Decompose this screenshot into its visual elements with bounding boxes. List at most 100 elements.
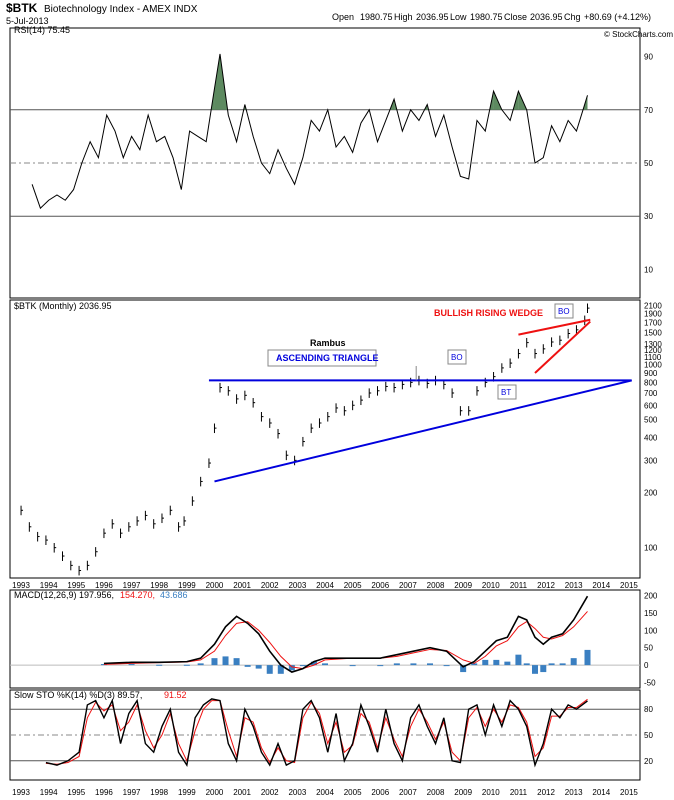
bo2-label: BO xyxy=(558,307,570,316)
macd-histogram-bar xyxy=(482,659,489,666)
year-tick-2000: 2000 xyxy=(206,581,224,590)
open-label: Open xyxy=(332,12,354,22)
bo2-box xyxy=(554,303,574,319)
wedge-lower-line xyxy=(534,320,591,374)
year-tick-bottom-2013: 2013 xyxy=(565,788,583,797)
year-tick-bottom-2001: 2001 xyxy=(233,788,251,797)
macd-histogram-bar xyxy=(255,665,262,669)
triangle-support-line xyxy=(214,379,632,483)
close-label: Close xyxy=(504,12,527,22)
rsi-tick-50: 50 xyxy=(644,159,653,168)
sto-signal-legend: 91.52 xyxy=(164,690,187,700)
year-tick-bottom-2014: 2014 xyxy=(592,788,610,797)
macd-histogram-bar xyxy=(393,663,400,666)
year-tick-bottom-1994: 1994 xyxy=(40,788,58,797)
macd-histogram-bar xyxy=(349,665,356,667)
macd-tick-100: 100 xyxy=(644,626,658,635)
price-tick-2100: 2100 xyxy=(644,302,662,311)
price-tick-600: 600 xyxy=(644,401,658,410)
price-tick-400: 400 xyxy=(644,433,658,442)
high-value: 2036.95 xyxy=(416,12,449,22)
wedge-upper-line xyxy=(518,318,591,336)
sto-tick-80: 80 xyxy=(644,705,653,714)
rsi-tick-10: 10 xyxy=(644,265,653,274)
year-tick-bottom-2007: 2007 xyxy=(399,788,417,797)
macd-histogram-bar xyxy=(197,663,204,666)
price-tick-100: 100 xyxy=(644,544,658,553)
macd-histogram-bar xyxy=(540,665,547,673)
macd-histogram-bar xyxy=(322,663,328,666)
macd-histogram-bar xyxy=(288,665,295,671)
year-tick-bottom-2003: 2003 xyxy=(288,788,306,797)
header-name: Biotechnology Index - AMEX INDX xyxy=(44,4,198,15)
year-tick-bottom-2002: 2002 xyxy=(261,788,279,797)
rsi-tick-90: 90 xyxy=(644,53,653,62)
rsi-legend: RSI(14) 75.45 xyxy=(14,25,70,35)
year-tick-1993: 1993 xyxy=(12,581,30,590)
open-value: 1980.75 xyxy=(360,12,393,22)
price-tick-1500: 1500 xyxy=(644,328,662,337)
ascending-triangle-box xyxy=(267,349,377,367)
macd-histogram-bar xyxy=(515,654,522,666)
macd-histogram-bar xyxy=(377,665,384,667)
year-tick-2004: 2004 xyxy=(316,581,334,590)
macd-histogram-bar xyxy=(244,665,251,667)
rsi-tick-30: 30 xyxy=(644,212,653,221)
year-tick-bottom-1993: 1993 xyxy=(12,788,30,797)
price-tick-200: 200 xyxy=(644,489,658,498)
macd-tick-150: 150 xyxy=(644,609,658,618)
year-tick-bottom-2015: 2015 xyxy=(620,788,638,797)
year-tick-bottom-1995: 1995 xyxy=(67,788,85,797)
year-tick-2011: 2011 xyxy=(510,581,528,590)
price-tick-500: 500 xyxy=(644,416,658,425)
macd-tick--50: -50 xyxy=(644,679,656,688)
macd-histogram-bar xyxy=(410,663,417,666)
price-tick-700: 700 xyxy=(644,389,658,398)
macd-histogram-bar xyxy=(299,665,306,667)
year-tick-1994: 1994 xyxy=(40,581,58,590)
macd-histogram-bar xyxy=(548,663,555,666)
header-date: 5-Jul-2013 xyxy=(6,16,49,26)
price-tick-300: 300 xyxy=(644,456,658,465)
macd-histogram-bar xyxy=(493,659,500,666)
low-value: 1980.75 xyxy=(470,12,503,22)
year-tick-2005: 2005 xyxy=(344,581,362,590)
year-tick-bottom-2008: 2008 xyxy=(427,788,445,797)
year-tick-2010: 2010 xyxy=(482,581,500,590)
year-tick-1996: 1996 xyxy=(95,581,113,590)
macd-histogram-bar xyxy=(128,664,135,666)
header-ohlc: Open 1980.75 High 2036.95 Low 1980.75 Cl… xyxy=(332,12,651,22)
year-tick-2015: 2015 xyxy=(620,581,638,590)
price-tick-900: 900 xyxy=(644,369,658,378)
bo1-label: BO xyxy=(451,353,463,362)
sto-k-line xyxy=(45,698,588,768)
low-label: Low xyxy=(450,12,467,22)
macd-histogram-bar xyxy=(471,663,478,666)
header-symbol: $BTK xyxy=(6,1,38,15)
year-tick-2013: 2013 xyxy=(565,581,583,590)
year-tick-bottom-2009: 2009 xyxy=(454,788,472,797)
macd-histogram-bar xyxy=(443,665,450,667)
rambus-label: Rambus xyxy=(310,338,346,348)
year-tick-2006: 2006 xyxy=(371,581,389,590)
price-tick-1000: 1000 xyxy=(644,361,662,370)
macd-hist-legend: 43.686 xyxy=(160,590,188,600)
year-tick-bottom-1999: 1999 xyxy=(178,788,196,797)
macd-histogram-bar xyxy=(460,665,467,673)
year-tick-2007: 2007 xyxy=(399,581,417,590)
year-tick-1997: 1997 xyxy=(123,581,141,590)
rsi-line xyxy=(31,53,588,210)
macd-histogram-bar xyxy=(222,656,229,666)
price-tick-1100: 1100 xyxy=(644,353,662,362)
macd-histogram-bar xyxy=(570,658,577,666)
year-tick-bottom-2005: 2005 xyxy=(344,788,362,797)
macd-histogram-bar xyxy=(266,665,273,674)
close-value: 2036.95 xyxy=(530,12,563,22)
chg-value: +80.69 (+4.12%) xyxy=(584,12,651,22)
price-tick-1200: 1200 xyxy=(644,346,662,355)
year-tick-bottom-1997: 1997 xyxy=(123,788,141,797)
macd-tick-0: 0 xyxy=(644,661,649,670)
ascending-triangle-label: ASCENDING TRIANGLE xyxy=(276,353,379,363)
macd-histogram-bar xyxy=(233,658,240,666)
